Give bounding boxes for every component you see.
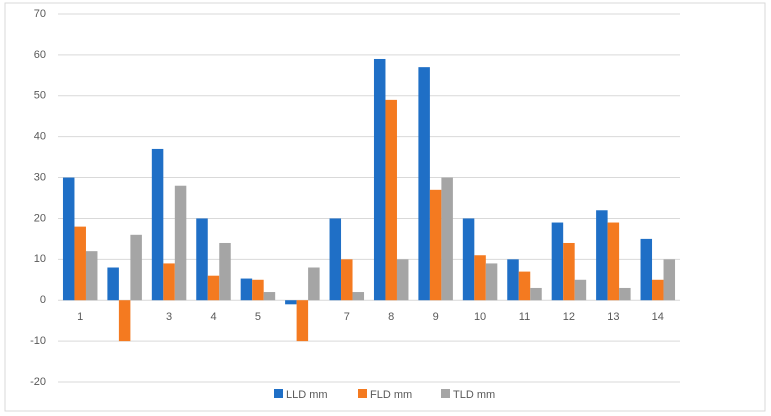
bar [640,238,653,301]
x-tick-label: 14 [652,311,664,323]
x-tick-label: 3 [166,311,172,323]
bar [385,99,397,301]
bar [396,259,409,301]
y-tick-label: -20 [30,376,46,388]
bar [574,279,587,301]
bar [485,263,498,301]
y-tick-label: 60 [34,49,46,61]
bar [518,271,531,301]
bar [196,218,208,301]
bar [373,58,386,301]
y-tick-label: 10 [34,253,46,265]
x-tick-label: 12 [563,311,575,323]
bar [329,218,342,301]
bar [596,210,608,301]
x-tick-label: 8 [388,311,394,323]
bar [85,251,98,301]
bar [607,222,620,301]
x-tick-label: 11 [519,311,530,323]
bar [130,234,142,301]
bar [563,242,575,301]
bar [352,292,365,301]
bar [107,267,119,301]
bar [474,255,486,301]
legend-swatch [441,389,450,398]
legend-swatch [358,389,367,398]
bar [263,292,276,301]
x-tick-label: 7 [344,311,350,323]
bar [530,287,542,301]
y-tick-label: 0 [40,294,46,306]
legend-label: LLD mm [286,389,328,401]
x-tick-label: 5 [255,311,261,323]
y-tick-label: 70 [34,8,46,20]
bar [663,259,676,301]
x-tick-label: 10 [474,311,486,323]
bar [462,218,475,301]
bar [174,185,187,301]
legend-swatch [274,389,283,398]
x-tick-label: 13 [607,311,619,323]
bar [163,263,175,301]
bar [619,287,631,301]
bar [118,300,131,342]
bar [429,189,442,301]
bar [551,222,564,301]
x-tick-label: 9 [433,311,439,323]
bar [441,177,453,301]
bar [507,259,519,301]
y-tick-label: 30 [34,171,46,183]
bar [296,300,309,342]
bar [418,67,430,301]
bar [151,148,164,301]
bar [240,278,253,301]
x-tick-label: 1 [77,311,83,323]
x-tick-label: 4 [210,311,216,323]
bar [341,259,353,301]
bar [62,177,75,301]
bar [74,226,86,301]
bar [308,267,320,301]
bar [652,279,664,301]
bar [219,242,231,301]
legend-label: FLD mm [370,389,412,401]
y-tick-label: -10 [30,335,46,347]
y-tick-label: 40 [34,131,46,143]
bar [285,300,297,305]
bar [207,275,220,301]
bar [252,279,264,301]
y-tick-label: 50 [34,90,46,102]
legend-label: TLD mm [453,389,495,401]
y-tick-label: 20 [34,212,46,224]
